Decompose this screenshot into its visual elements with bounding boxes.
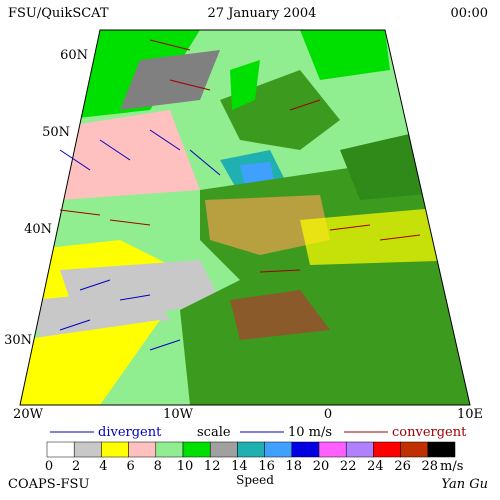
colorbar-tick-label: 24	[367, 459, 384, 474]
colorbar-box	[400, 441, 429, 458]
colorbar-tick-label: 10	[177, 459, 194, 474]
colorbar-box	[46, 441, 75, 458]
divergent-arrows	[59, 129, 221, 351]
colorbar-tick-label: 18	[286, 459, 303, 474]
colorbar: 0 2 4 6 8 10 12 14 16 18 20 22 24 26 28 m/s	[45, 441, 463, 474]
colorbar-tick-label: 14	[231, 459, 248, 474]
colorbar-box	[128, 441, 157, 458]
colorbar-box	[318, 441, 347, 458]
colorbar-box	[345, 441, 374, 458]
lat-label: 50N	[42, 125, 70, 140]
colorbar-tick-label: 2	[72, 459, 80, 474]
colorbar-tick-label: 26	[394, 459, 411, 474]
colorbar-box	[373, 441, 401, 458]
colorbar-tick-label: 12	[204, 459, 221, 474]
lon-label: 20W	[13, 407, 44, 422]
lon-label: 10W	[163, 407, 194, 422]
colorbar-tick-label: 28	[422, 459, 439, 474]
lat-label: 30N	[4, 333, 32, 348]
lat-label: 40N	[24, 222, 52, 237]
colorbar-tick-label: 6	[126, 459, 134, 474]
convergent-arrows	[59, 39, 421, 273]
colorbar-box	[264, 441, 293, 458]
scale-label: scale	[197, 425, 231, 440]
colorbar-tick-label: 4	[99, 459, 107, 474]
colorbar-box	[291, 441, 320, 458]
map	[19, 29, 471, 406]
colorbar-box	[182, 441, 211, 458]
colorbar-tick-label: 20	[313, 459, 330, 474]
colorbar-title: Speed	[236, 473, 274, 487]
divergent-label: divergent	[98, 425, 162, 440]
colorbar-box	[155, 441, 184, 458]
lon-label: 10E	[457, 407, 483, 422]
colorbar-unit: m/s	[440, 459, 463, 474]
footer-left: COAPS-FSU	[8, 477, 89, 492]
colorbar-tick-label: 16	[258, 459, 275, 474]
footer-right: Yan Gu	[441, 477, 488, 492]
time-title: 00:00	[451, 6, 488, 21]
date-title: 27 January 2004	[208, 6, 317, 21]
source-title: FSU/QuikSCAT	[8, 6, 109, 21]
colorbar-tick-label: 8	[154, 459, 162, 474]
colorbar-box	[73, 441, 102, 458]
lon-label: 0	[324, 407, 332, 422]
colorbar-box	[427, 441, 456, 458]
colorbar-box	[237, 441, 265, 458]
colorbar-box	[101, 441, 129, 458]
colorbar-tick-label: 22	[340, 459, 357, 474]
scale-legend: divergent scale 10 m/s convergent	[50, 425, 467, 440]
colorbar-tick-label: 0	[45, 459, 53, 474]
convergent-label: convergent	[392, 425, 467, 440]
colorbar-box	[209, 441, 238, 458]
scale-value: 10 m/s	[288, 425, 332, 440]
lat-label: 60N	[60, 48, 88, 63]
